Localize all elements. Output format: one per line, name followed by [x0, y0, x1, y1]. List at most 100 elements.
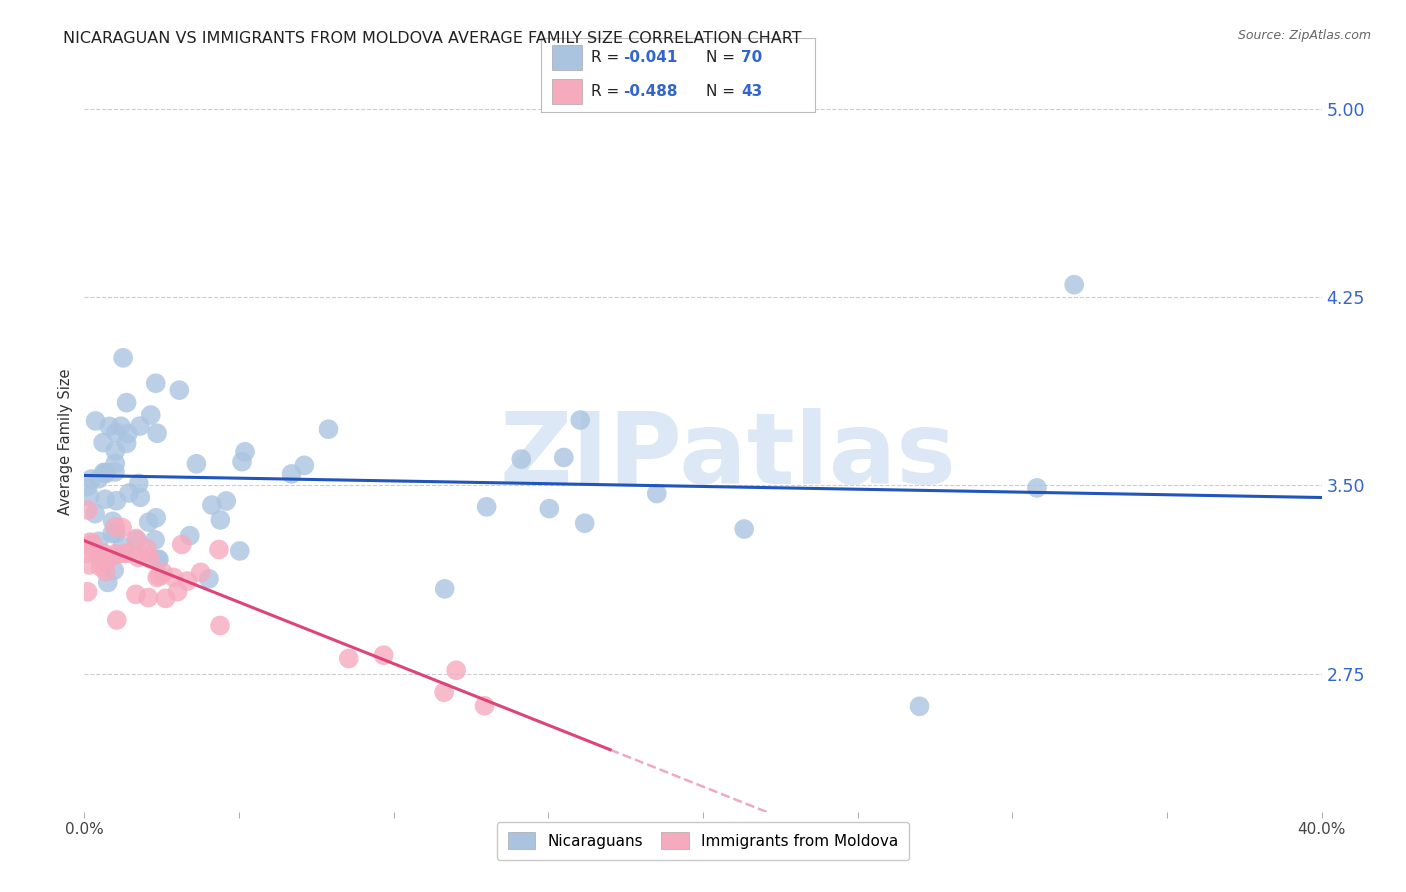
Point: [89, 550, 111, 565]
Point: [475, 500, 498, 514]
Point: [104, 520, 127, 534]
Point: [94, 556, 117, 570]
Point: [128, 419, 150, 434]
Point: [104, 465, 127, 479]
Text: -0.488: -0.488: [624, 84, 678, 99]
Point: [101, 514, 124, 528]
Point: [166, 584, 188, 599]
Text: N =: N =: [706, 84, 740, 99]
Point: [318, 422, 340, 436]
Point: [97, 575, 120, 590]
Point: [146, 426, 169, 441]
Point: [337, 651, 360, 665]
Point: [186, 457, 208, 471]
Point: [84, 414, 107, 428]
Point: [201, 498, 224, 512]
Point: [128, 476, 150, 491]
Point: [79, 535, 101, 549]
Point: [84, 507, 107, 521]
Text: Source: ZipAtlas.com: Source: ZipAtlas.com: [1237, 29, 1371, 42]
Point: [76, 546, 98, 560]
Point: [198, 572, 221, 586]
Point: [118, 486, 141, 500]
Point: [117, 546, 139, 560]
Point: [91, 435, 114, 450]
Point: [569, 413, 592, 427]
Point: [138, 515, 160, 529]
Point: [292, 458, 315, 473]
Point: [125, 587, 148, 601]
Point: [148, 552, 170, 566]
Point: [101, 526, 124, 541]
Point: [433, 582, 456, 596]
Point: [104, 547, 127, 561]
Point: [79, 558, 101, 572]
Point: [94, 466, 117, 480]
Text: 70: 70: [741, 50, 762, 65]
Y-axis label: Average Family Size: Average Family Size: [58, 368, 73, 515]
Point: [103, 563, 125, 577]
Point: [94, 549, 117, 564]
Point: [94, 492, 117, 507]
Point: [94, 565, 117, 579]
Point: [148, 569, 170, 583]
Point: [87, 472, 110, 486]
Point: [152, 566, 174, 580]
Point: [155, 591, 177, 606]
Point: [136, 541, 159, 556]
Point: [139, 551, 162, 566]
Point: [125, 533, 148, 547]
Point: [538, 501, 561, 516]
Point: [127, 550, 149, 565]
Point: [444, 663, 467, 677]
Text: -0.041: -0.041: [624, 50, 678, 65]
Point: [1025, 481, 1047, 495]
Point: [229, 544, 252, 558]
Point: [94, 467, 117, 481]
Text: ZIPatlas: ZIPatlas: [499, 408, 956, 505]
Legend: Nicaraguans, Immigrants from Moldova: Nicaraguans, Immigrants from Moldova: [496, 822, 910, 860]
Point: [176, 574, 198, 588]
Point: [111, 540, 134, 554]
Point: [146, 570, 169, 584]
Point: [117, 426, 139, 441]
Point: [163, 570, 186, 584]
Point: [373, 648, 395, 662]
Point: [553, 450, 575, 465]
Point: [104, 456, 127, 470]
Point: [80, 472, 103, 486]
Point: [145, 376, 167, 391]
Point: [733, 522, 755, 536]
Point: [98, 419, 121, 434]
Point: [208, 542, 231, 557]
Point: [231, 455, 253, 469]
Point: [179, 529, 201, 543]
Text: NICARAGUAN VS IMMIGRANTS FROM MOLDOVA AVERAGE FAMILY SIZE CORRELATION CHART: NICARAGUAN VS IMMIGRANTS FROM MOLDOVA AV…: [63, 31, 801, 46]
Point: [145, 510, 167, 524]
Point: [77, 539, 100, 553]
Point: [146, 552, 169, 566]
Point: [90, 559, 112, 574]
Point: [143, 533, 166, 547]
Point: [91, 546, 114, 560]
Point: [76, 584, 98, 599]
Point: [114, 547, 136, 561]
Point: [104, 443, 127, 458]
Point: [1063, 277, 1085, 292]
Point: [280, 467, 302, 481]
Point: [135, 549, 157, 563]
Point: [115, 436, 138, 450]
Text: 43: 43: [741, 84, 762, 99]
Point: [215, 494, 238, 508]
Point: [169, 383, 191, 397]
Point: [111, 521, 134, 535]
Text: N =: N =: [706, 50, 740, 65]
Point: [908, 699, 931, 714]
Point: [104, 526, 127, 541]
Point: [105, 548, 128, 562]
Point: [474, 698, 496, 713]
Point: [76, 479, 98, 493]
Point: [209, 618, 232, 632]
Point: [76, 503, 98, 517]
FancyBboxPatch shape: [553, 79, 582, 104]
